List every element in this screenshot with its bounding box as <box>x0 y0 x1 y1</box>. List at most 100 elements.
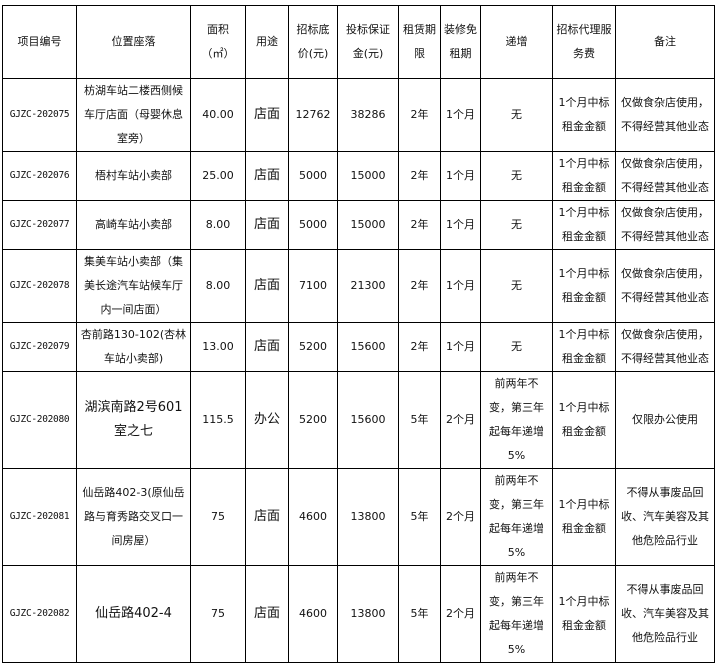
cell-agency-fee: 1个月中标租金金额 <box>552 322 616 372</box>
cell-project-code: GJZC-202076 <box>2 151 77 201</box>
cell-rent-free-period: 2个月 <box>440 565 481 663</box>
cell-project-code: GJZC-202082 <box>2 565 77 663</box>
header-remarks: 备注 <box>615 5 715 79</box>
cell-rent-free-period: 2个月 <box>440 468 481 566</box>
cell-location: 仙岳路402-4 <box>76 565 191 663</box>
cell-lease-term: 2年 <box>398 151 441 201</box>
cell-location: 仙岳路402-3(原仙岳路与育秀路交叉口一间房屋） <box>76 468 191 566</box>
cell-usage: 店面 <box>245 468 289 566</box>
cell-deposit: 15000 <box>337 200 399 250</box>
header-agency-fee: 招标代理服务费 <box>552 5 616 79</box>
cell-agency-fee: 1个月中标租金金额 <box>552 249 616 323</box>
lease-table: 项目编号 位置座落 面积（㎡） 用途 招标底价(元) 投标保证金(元) 租赁期限 装修免租期递… <box>2 5 715 663</box>
cell-base-price: 5000 <box>288 151 338 201</box>
cell-location: 高崎车站小卖部 <box>76 200 191 250</box>
table-row: GJZC-202078 集美车站小卖部（集美长途汽车站候车厅内一间店面） 8.00 店… <box>2 249 715 323</box>
cell-base-price: 4600 <box>288 468 338 566</box>
header-usage: 用途 <box>245 5 289 79</box>
cell-lease-term: 5年 <box>398 371 441 469</box>
cell-location: 梧村车站小卖部 <box>76 151 191 201</box>
header-lease-term: 租赁期限 <box>398 5 441 79</box>
cell-increment: 前两年不变，第三年起每年递增5% <box>480 565 553 663</box>
cell-area: 75 <box>190 565 246 663</box>
cell-agency-fee: 1个月中标租金金额 <box>552 78 616 152</box>
header-deposit: 投标保证金(元) <box>337 5 399 79</box>
table-row: GJZC-202082 仙岳路402-4 75 店面 4600 13800 5年 2个月 前两年… <box>2 565 715 663</box>
table-row: GJZC-202080 湖滨南路2号601室之七 115.5 办公 5200 15600 5… <box>2 371 715 469</box>
header-location: 位置座落 <box>76 5 191 79</box>
cell-agency-fee: 1个月中标租金金额 <box>552 468 616 566</box>
header-increment: 递增 <box>480 5 553 79</box>
cell-rent-free-period: 2个月 <box>440 371 481 469</box>
cell-project-code: GJZC-202081 <box>2 468 77 566</box>
cell-area: 75 <box>190 468 246 566</box>
cell-base-price: 7100 <box>288 249 338 323</box>
table-row: GJZC-202076 梧村车站小卖部 25.00 店面 5000 15000 2年 1个月无… <box>2 151 715 201</box>
cell-lease-term: 2年 <box>398 249 441 323</box>
cell-usage: 办公 <box>245 371 289 469</box>
cell-remarks: 仅做食杂店使用，不得经营其他业态 <box>615 200 715 250</box>
cell-agency-fee: 1个月中标租金金额 <box>552 565 616 663</box>
cell-location: 枋湖车站二楼西侧候车厅店面（母婴休息室旁） <box>76 78 191 152</box>
cell-usage: 店面 <box>245 249 289 323</box>
cell-deposit: 13800 <box>337 565 399 663</box>
cell-project-code: GJZC-202078 <box>2 249 77 323</box>
cell-rent-free-period: 1个月 <box>440 151 481 201</box>
cell-deposit: 38286 <box>337 78 399 152</box>
header-row: 项目编号 位置座落 面积（㎡） 用途 招标底价(元) 投标保证金(元) 租赁期限 装修免租期递… <box>2 5 715 79</box>
cell-deposit: 15600 <box>337 371 399 469</box>
cell-increment: 无 <box>480 200 553 250</box>
cell-usage: 店面 <box>245 200 289 250</box>
cell-usage: 店面 <box>245 78 289 152</box>
cell-usage: 店面 <box>245 565 289 663</box>
table-row: GJZC-202075 枋湖车站二楼西侧候车厅店面（母婴休息室旁） 40.00 店面 1… <box>2 78 715 152</box>
header-project-code: 项目编号 <box>2 5 77 79</box>
cell-base-price: 4600 <box>288 565 338 663</box>
cell-project-code: GJZC-202075 <box>2 78 77 152</box>
cell-increment: 无 <box>480 78 553 152</box>
cell-lease-term: 2年 <box>398 78 441 152</box>
cell-increment: 无 <box>480 249 553 323</box>
cell-rent-free-period: 1个月 <box>440 78 481 152</box>
cell-location: 集美车站小卖部（集美长途汽车站候车厅内一间店面） <box>76 249 191 323</box>
cell-remarks: 仅做食杂店使用，不得经营其他业态 <box>615 249 715 323</box>
header-rent-free-period: 装修免租期 <box>440 5 481 79</box>
cell-increment: 前两年不变，第三年起每年递增5% <box>480 468 553 566</box>
cell-location: 湖滨南路2号601室之七 <box>76 371 191 469</box>
cell-remarks: 仅做食杂店使用，不得经营其他业态 <box>615 322 715 372</box>
table-row: GJZC-202077 高崎车站小卖部 8.00 店面 5000 15000 2年 1个月无 1… <box>2 200 715 250</box>
cell-area: 40.00 <box>190 78 246 152</box>
cell-base-price: 5000 <box>288 200 338 250</box>
header-base-price: 招标底价(元) <box>288 5 338 79</box>
cell-remarks: 仅做食杂店使用，不得经营其他业态 <box>615 78 715 152</box>
cell-base-price: 5200 <box>288 371 338 469</box>
cell-area: 115.5 <box>190 371 246 469</box>
cell-rent-free-period: 1个月 <box>440 249 481 323</box>
cell-rent-free-period: 1个月 <box>440 200 481 250</box>
cell-lease-term: 2年 <box>398 200 441 250</box>
cell-location: 杏前路130-102(杏林车站小卖部) <box>76 322 191 372</box>
cell-increment: 无 <box>480 322 553 372</box>
cell-lease-term: 2年 <box>398 322 441 372</box>
cell-remarks: 不得从事废品回收、汽车美容及其他危险品行业 <box>615 565 715 663</box>
cell-project-code: GJZC-202080 <box>2 371 77 469</box>
cell-deposit: 21300 <box>337 249 399 323</box>
cell-deposit: 13800 <box>337 468 399 566</box>
cell-increment: 无 <box>480 151 553 201</box>
cell-project-code: GJZC-202077 <box>2 200 77 250</box>
cell-lease-term: 5年 <box>398 468 441 566</box>
table-row: GJZC-202081 仙岳路402-3(原仙岳路与育秀路交叉口一间房屋） 75 店面… <box>2 468 715 566</box>
cell-agency-fee: 1个月中标租金金额 <box>552 200 616 250</box>
cell-area: 13.00 <box>190 322 246 372</box>
header-area: 面积（㎡） <box>190 5 246 79</box>
cell-remarks: 不得从事废品回收、汽车美容及其他危险品行业 <box>615 468 715 566</box>
cell-deposit: 15600 <box>337 322 399 372</box>
cell-area: 8.00 <box>190 249 246 323</box>
cell-remarks: 仅限办公使用 <box>615 371 715 469</box>
cell-usage: 店面 <box>245 322 289 372</box>
table-row: GJZC-202079 杏前路130-102(杏林车站小卖部) 13.00 店面 520… <box>2 322 715 372</box>
cell-usage: 店面 <box>245 151 289 201</box>
cell-agency-fee: 1个月中标租金金额 <box>552 151 616 201</box>
cell-area: 25.00 <box>190 151 246 201</box>
cell-deposit: 15000 <box>337 151 399 201</box>
